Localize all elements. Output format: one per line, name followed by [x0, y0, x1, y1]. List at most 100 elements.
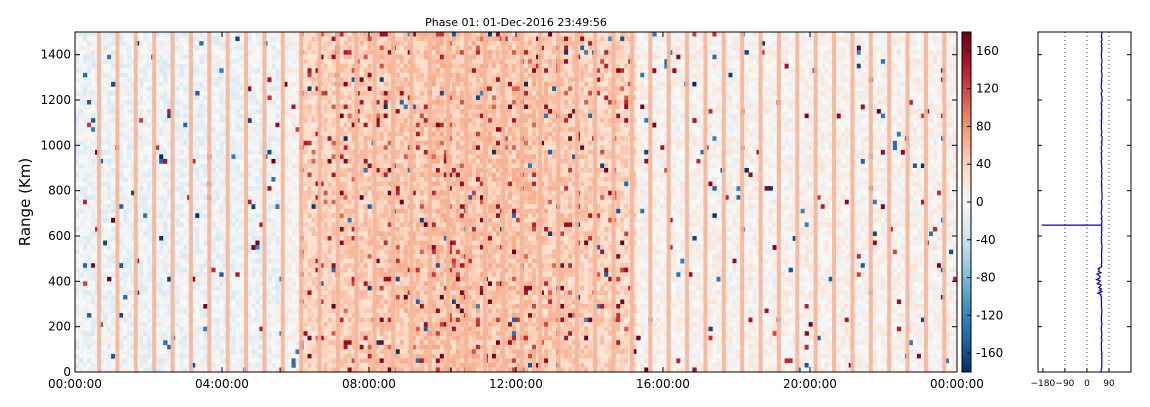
- heatmap-cell: [163, 195, 167, 200]
- heatmap-cell: [324, 204, 328, 209]
- heatmap-cell: [348, 46, 352, 51]
- heatmap-cell: [139, 86, 143, 91]
- heatmap-cell: [199, 218, 203, 223]
- heatmap-cell: [304, 123, 308, 128]
- heatmap-cell: [344, 118, 348, 123]
- heatmap-cell: [231, 100, 235, 105]
- heatmap-cell: [267, 195, 271, 200]
- heatmap-cell: [364, 64, 368, 69]
- heatmap-cell: [199, 163, 203, 168]
- heatmap-cell: [304, 118, 308, 123]
- heatmap-cell: [324, 295, 328, 300]
- heatmap-cell: [324, 82, 328, 87]
- heatmap-cell: [239, 145, 243, 150]
- heatmap-cell: [211, 145, 215, 150]
- heatmap-cell: [275, 86, 279, 91]
- heatmap-cell: [103, 318, 107, 323]
- heatmap-cell: [215, 272, 219, 277]
- heatmap-cell: [304, 209, 308, 214]
- heatmap-cell: [107, 295, 111, 300]
- heatmap-cell: [147, 191, 151, 196]
- heatmap-cell: [348, 118, 352, 123]
- heatmap-cell: [175, 46, 179, 51]
- heatmap-cell: [139, 322, 143, 327]
- heatmap-cell: [111, 154, 115, 159]
- heatmap-cell: [364, 309, 368, 314]
- heatmap-cell: [127, 290, 131, 295]
- heatmap-cell: [239, 209, 243, 214]
- heatmap-cell: [267, 259, 271, 264]
- heatmap-cell: [360, 154, 364, 159]
- heatmap-cell: [231, 173, 235, 178]
- heatmap-cell: [287, 349, 291, 354]
- heatmap-cell: [287, 354, 291, 359]
- heatmap-cell: [324, 41, 328, 46]
- heatmap-cell: [107, 195, 111, 200]
- heatmap-cell: [368, 245, 372, 250]
- heatmap-cell: [163, 268, 167, 273]
- heatmap-cell: [219, 209, 223, 214]
- heatmap-cell: [239, 218, 243, 223]
- heatmap-cell: [87, 77, 91, 82]
- heatmap-cell: [219, 163, 223, 168]
- heatmap-cell: [107, 168, 111, 173]
- heatmap-cell: [312, 200, 316, 205]
- heatmap-cell: [368, 363, 372, 368]
- heatmap-cell: [271, 268, 275, 273]
- heatmap-cell: [163, 91, 167, 96]
- heatmap-cell: [384, 263, 388, 268]
- heatmap-cell: [304, 95, 308, 100]
- heatmap-cell: [179, 105, 183, 110]
- heatmap-cell: [199, 68, 203, 73]
- heatmap-cell: [348, 263, 352, 268]
- heatmap-cell: [83, 105, 87, 110]
- heatmap-cell: [360, 195, 364, 200]
- heatmap-cell: [91, 123, 95, 128]
- heatmap-cell: [147, 254, 151, 259]
- heatmap-cell: [203, 218, 207, 223]
- heatmap-cell: [91, 277, 95, 282]
- heatmap-cell: [139, 132, 143, 137]
- heatmap-cell: [75, 118, 79, 123]
- heatmap-cell: [143, 200, 147, 205]
- heatmap-cell: [368, 259, 372, 264]
- heatmap-cell: [400, 105, 404, 110]
- heatmap-cell: [107, 77, 111, 82]
- heatmap-cell: [364, 336, 368, 341]
- heatmap-cell: [304, 363, 308, 368]
- heatmap-cell: [380, 222, 384, 227]
- heatmap-cell: [312, 195, 316, 200]
- heatmap-cell: [312, 290, 316, 295]
- heatmap-cell: [348, 236, 352, 241]
- heatmap-cell: [368, 200, 372, 205]
- heatmap-cell: [203, 141, 207, 146]
- heatmap-cell: [360, 68, 364, 73]
- heatmap-cell: [304, 286, 308, 291]
- heatmap-cell: [304, 100, 308, 105]
- heatmap-cell: [211, 195, 215, 200]
- heatmap-cell: [312, 241, 316, 246]
- heatmap-cell: [271, 168, 275, 173]
- heatmap-cell: [195, 105, 199, 110]
- heatmap-cell: [199, 186, 203, 191]
- heatmap-cell: [267, 313, 271, 318]
- heatmap-cell: [251, 254, 255, 259]
- heatmap-cell: [384, 213, 388, 218]
- heatmap-cell: [344, 32, 348, 37]
- heatmap-cell: [87, 254, 91, 259]
- heatmap-cell: [107, 259, 111, 264]
- heatmap-cell: [219, 268, 223, 273]
- heatmap-cell: [139, 295, 143, 300]
- heatmap-cell: [195, 331, 199, 336]
- heatmap-cell: [312, 32, 316, 37]
- heatmap-cell: [203, 95, 207, 100]
- heatmap-cell: [127, 145, 131, 150]
- heatmap-cell: [287, 177, 291, 182]
- heatmap-cell: [143, 100, 147, 105]
- heatmap-cell: [203, 173, 207, 178]
- heatmap-cell: [304, 50, 308, 55]
- heatmap-cell: [111, 204, 115, 209]
- heatmap-cell: [119, 55, 123, 60]
- heatmap-cell: [147, 141, 151, 146]
- heatmap-cell: [340, 354, 344, 359]
